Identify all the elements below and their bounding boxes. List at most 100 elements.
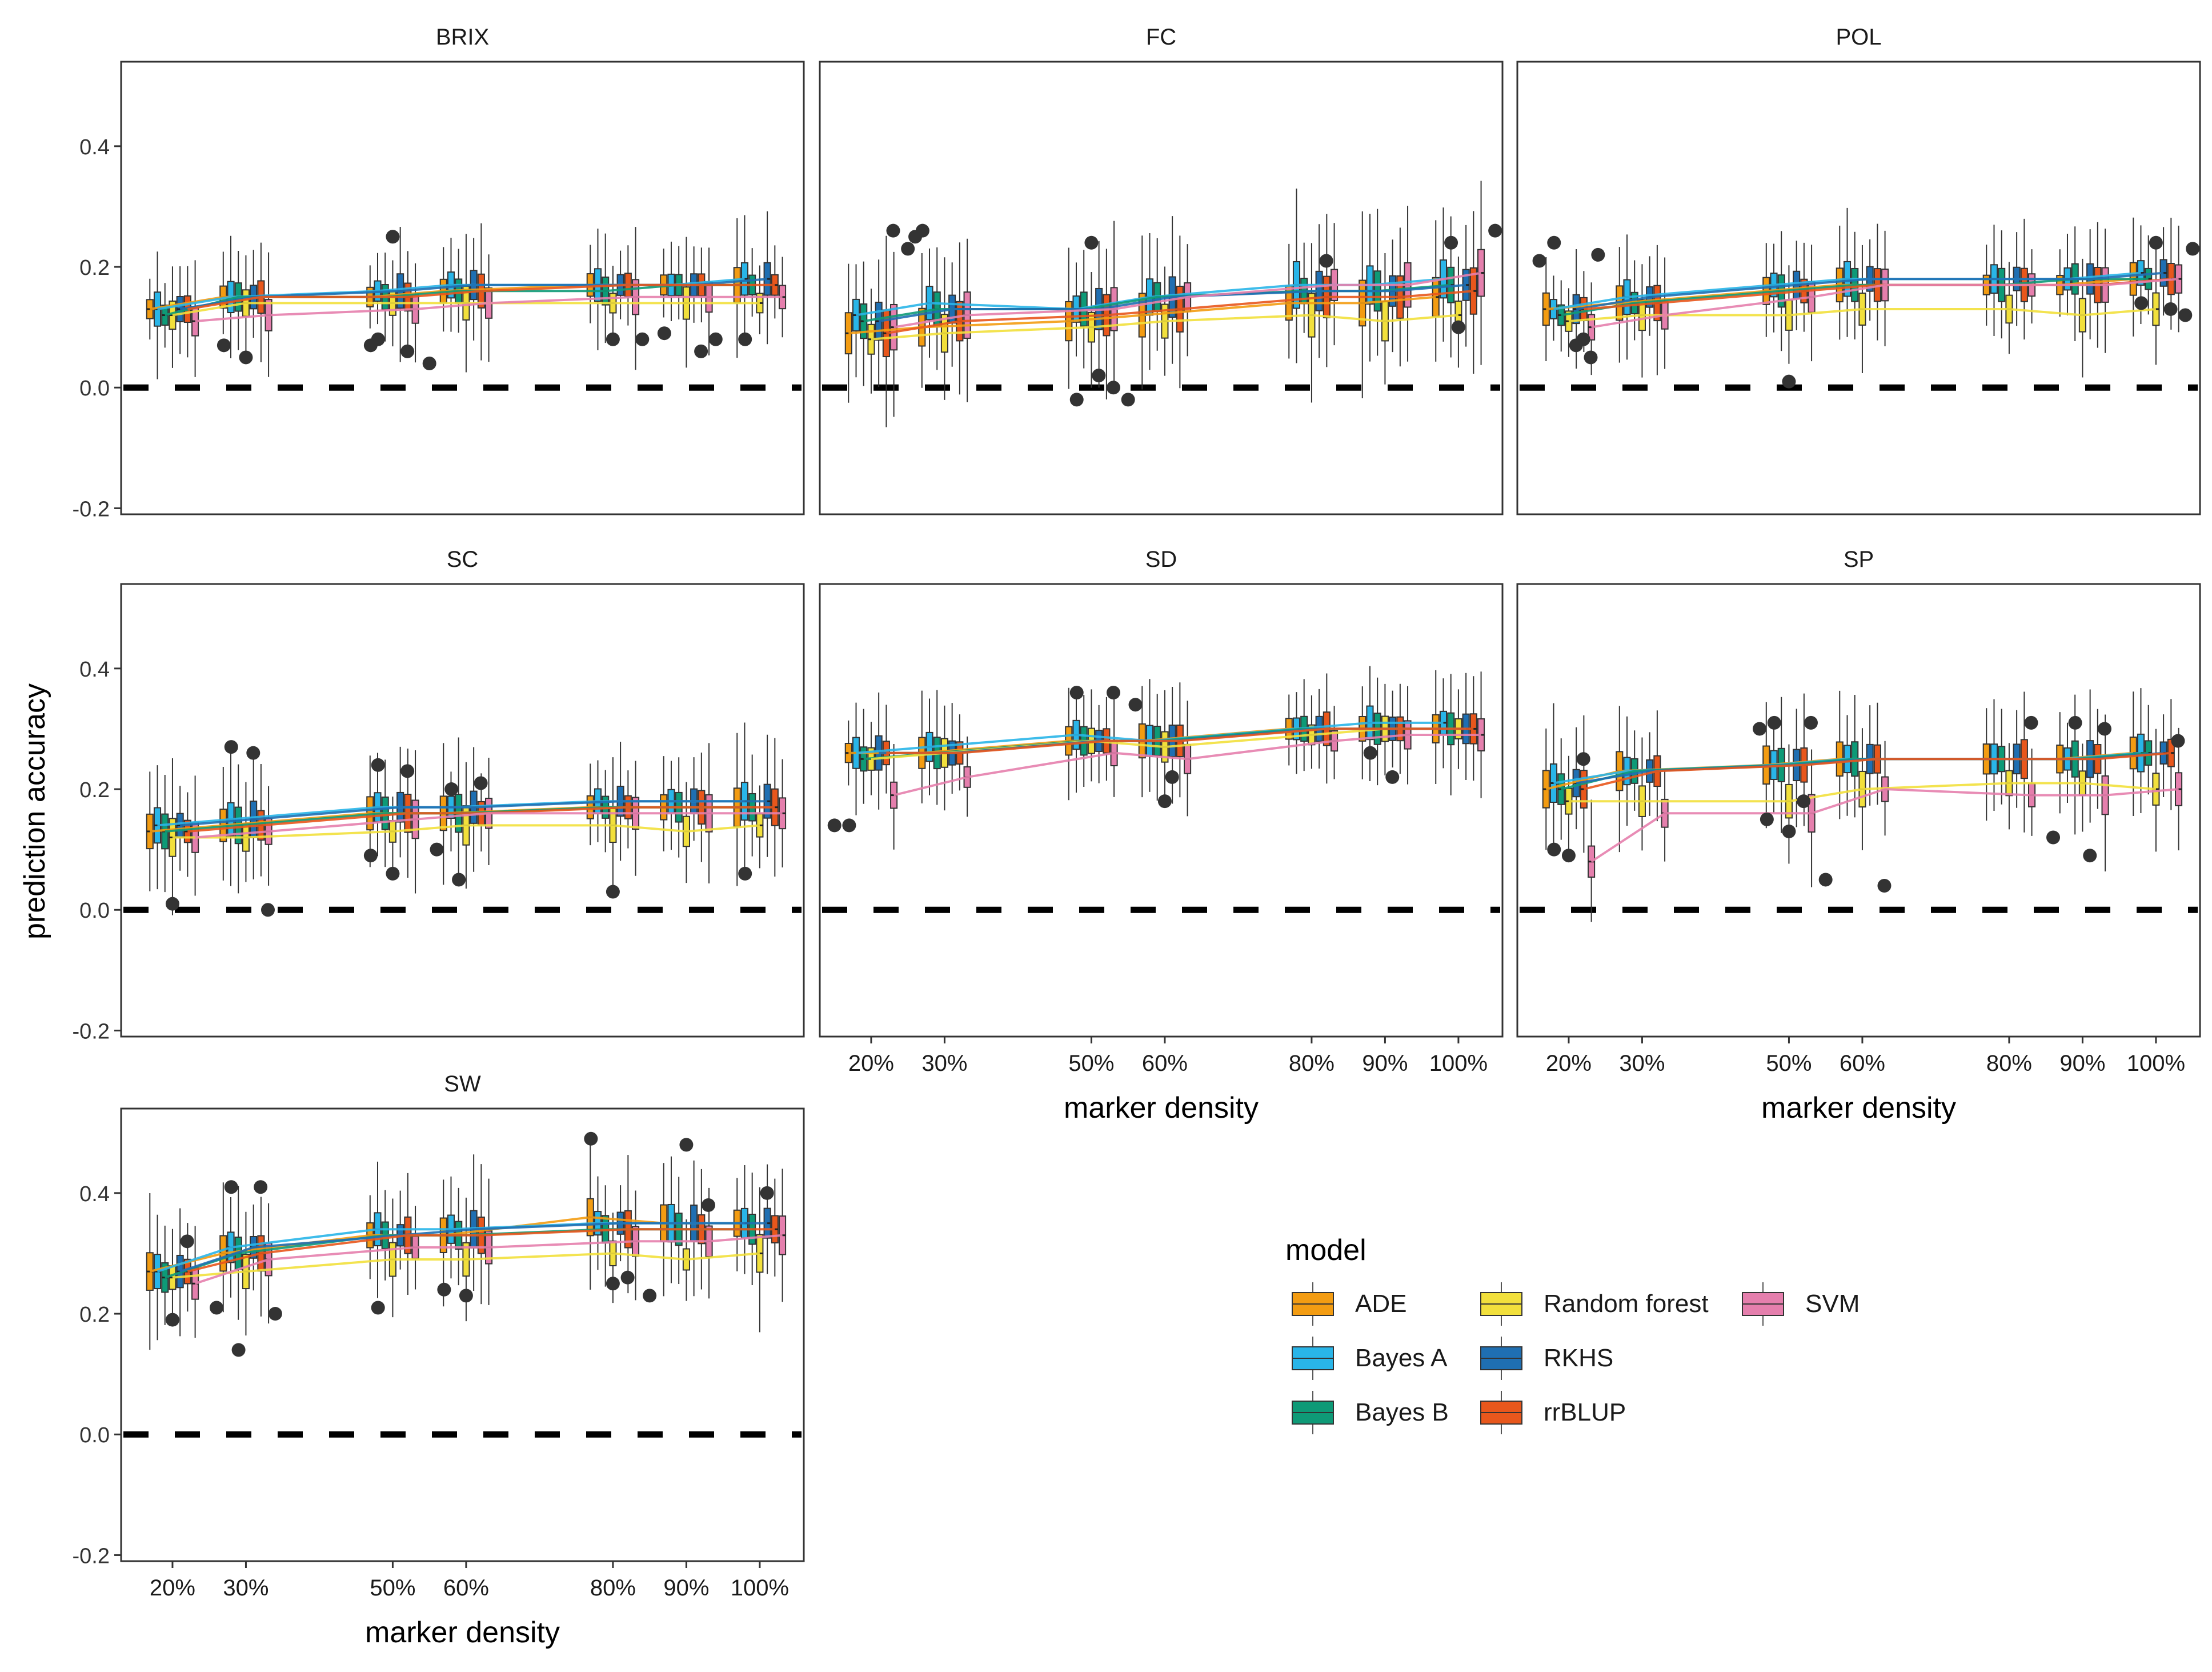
- trend-line-random-forest: [172, 302, 760, 317]
- x-tick-label: 100%: [1429, 1051, 1488, 1076]
- outlier-point: [268, 1307, 282, 1321]
- outlier-point: [210, 1301, 224, 1315]
- panel-title: POL: [1836, 25, 1881, 50]
- legend-label: rrBLUP: [1544, 1398, 1626, 1426]
- outlier-point: [2046, 830, 2061, 845]
- legend-item-bayes-a: Bayes A: [1292, 1337, 1448, 1380]
- x-tick-label: 20%: [848, 1051, 894, 1076]
- outlier-point: [239, 350, 253, 365]
- legend-title: model: [1285, 1234, 1367, 1267]
- trend-line-rrblup: [886, 727, 1474, 754]
- trend-line-random-forest: [1568, 782, 2157, 803]
- legend-item-rkhs: RKHS: [1480, 1337, 1613, 1380]
- outlier-point: [2178, 308, 2193, 322]
- legend-label: ADE: [1355, 1290, 1406, 1318]
- outlier-point: [1576, 752, 1590, 766]
- x-tick-label: 60%: [1840, 1051, 1885, 1076]
- outlier-point: [2024, 715, 2038, 730]
- outlier-point: [1444, 235, 1458, 250]
- outlier-point: [842, 818, 856, 833]
- panel-title: FC: [1146, 25, 1176, 50]
- outlier-point: [1782, 824, 1796, 838]
- outlier-point: [1451, 320, 1465, 334]
- outlier-point: [1106, 381, 1120, 395]
- outlier-point: [1106, 686, 1120, 700]
- outlier-point: [901, 242, 915, 256]
- outlier-point: [217, 338, 231, 353]
- outlier-point: [1547, 842, 1561, 857]
- outlier-point: [1760, 812, 1774, 826]
- x-tick-label: 50%: [1766, 1051, 1812, 1076]
- outlier-point: [1591, 247, 1605, 262]
- outlier-point: [1069, 393, 1084, 407]
- panel-title: SC: [447, 547, 479, 572]
- x-tick-label: 100%: [2127, 1051, 2185, 1076]
- outlier-point: [679, 1138, 694, 1152]
- y-tick-label: 0.0: [79, 377, 110, 401]
- panel-frame: [819, 61, 1504, 515]
- y-tick-label: 0.0: [79, 899, 110, 923]
- outlier-point: [1561, 849, 1576, 863]
- y-tick-label: -0.2: [73, 497, 110, 521]
- trend-line-svm: [893, 271, 1481, 329]
- outlier-point: [1547, 235, 1561, 250]
- outlier-point: [400, 764, 415, 778]
- x-tick-label: 20%: [150, 1575, 195, 1601]
- trend-line-rkhs: [180, 800, 768, 827]
- outlier-point: [886, 223, 900, 238]
- outlier-point: [224, 1180, 238, 1194]
- outlier-point: [371, 1301, 385, 1315]
- x-tick-label: 90%: [1362, 1051, 1408, 1076]
- outlier-point: [694, 344, 708, 358]
- x-tick-label: 80%: [590, 1575, 636, 1601]
- trend-line-rkhs: [179, 1222, 768, 1273]
- outlier-point: [437, 1282, 451, 1297]
- outlier-point: [430, 842, 444, 857]
- legend-item-ade: ADE: [1292, 1282, 1406, 1326]
- outlier-point: [224, 740, 238, 754]
- outlier-point: [1165, 770, 1179, 784]
- panel-title: BRIX: [436, 25, 489, 50]
- outlier-point: [261, 903, 275, 917]
- panel-sp: SP 20% 30% 50% 60% 80% 90% 100% marker density: [1516, 547, 2201, 1125]
- outlier-point: [180, 1234, 194, 1249]
- outlier-point: [2068, 715, 2082, 730]
- outlier-point: [1767, 715, 1781, 730]
- outlier-point: [1753, 722, 1767, 736]
- trend-line-svm: [195, 295, 783, 323]
- outlier-point: [584, 1131, 598, 1146]
- outlier-point: [1584, 350, 1598, 365]
- outlier-point: [620, 1270, 635, 1285]
- panel-frame: [1516, 61, 2201, 515]
- outlier-point: [915, 223, 929, 238]
- legend-label: SVM: [1805, 1290, 1860, 1318]
- outlier-point: [657, 326, 671, 341]
- x-tick-label: 50%: [1068, 1051, 1114, 1076]
- y-tick-label: 0.2: [79, 256, 110, 280]
- outlier-point: [246, 746, 261, 760]
- panel-frame: [1516, 583, 2201, 1038]
- outlier-point: [363, 849, 378, 863]
- x-tick-label: 30%: [921, 1051, 967, 1076]
- panel-title: SD: [1145, 547, 1177, 572]
- trend-line-rkhs: [878, 283, 1466, 323]
- outlier-point: [459, 1289, 473, 1303]
- outlier-point: [422, 357, 436, 370]
- outlier-point: [2149, 235, 2163, 250]
- outlier-point: [1488, 223, 1502, 238]
- trend-line-rkhs: [1576, 271, 2164, 310]
- outlier-point: [1532, 254, 1546, 268]
- y-tick-label: 0.2: [79, 1303, 110, 1327]
- outlier-point: [1877, 879, 1892, 893]
- outlier-point: [635, 332, 650, 346]
- outlier-point: [606, 332, 620, 346]
- trend-line-random-forest: [1568, 308, 2157, 323]
- outlier-point: [760, 1186, 774, 1200]
- legend-item-random-forest: Random forest: [1480, 1282, 1709, 1326]
- outlier-point: [1782, 374, 1796, 389]
- trend-line-rrblup: [187, 283, 775, 310]
- y-tick-label: 0.2: [79, 778, 110, 802]
- trend-line-rrblup: [1583, 751, 2171, 790]
- trend-line-rrblup: [187, 1228, 775, 1273]
